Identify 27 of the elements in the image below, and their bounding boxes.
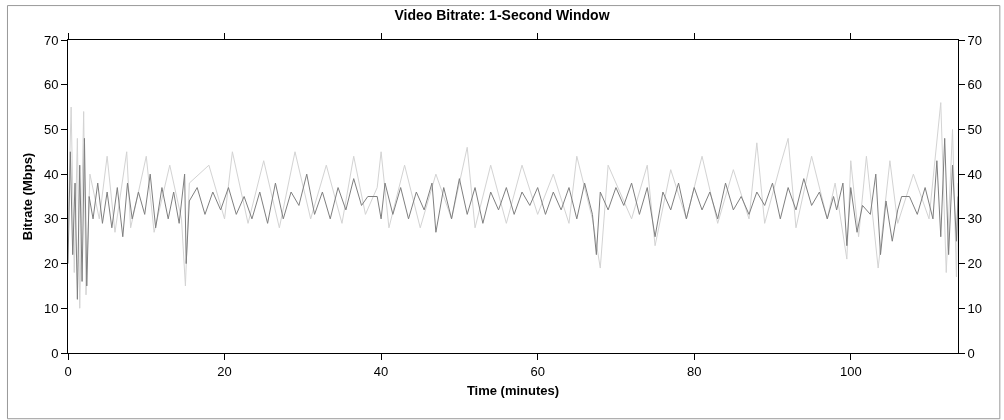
y2-tick-label: 70 xyxy=(967,32,983,48)
y-tick-label: 50 xyxy=(43,121,59,137)
y-tick-label: 30 xyxy=(43,211,59,227)
y-tick-label: 40 xyxy=(43,166,59,182)
line-series xyxy=(68,137,958,300)
y-tick-label: 10 xyxy=(43,300,59,316)
x-tick-label: 20 xyxy=(217,363,232,379)
y-axis-title: Bitrate (Mbps) xyxy=(19,152,35,241)
line-series xyxy=(68,102,958,309)
x-tick-label: 40 xyxy=(373,363,389,379)
y2-tick-label: 20 xyxy=(967,256,983,272)
y-tick-label: 0 xyxy=(51,345,59,361)
y-tick-label: 70 xyxy=(43,32,59,48)
x-tick-label: 60 xyxy=(530,363,545,379)
y2-tick-label: 60 xyxy=(967,77,983,93)
x-tick-label: 100 xyxy=(839,363,862,379)
x-axis-title: Time (minutes) xyxy=(466,383,560,399)
y2-tick-label: 50 xyxy=(967,121,983,137)
y-tick-label: 60 xyxy=(43,77,59,93)
y2-tick-label: 10 xyxy=(967,300,983,316)
y-tick-label: 20 xyxy=(43,256,59,272)
chart-title: Video Bitrate: 1-Second Window xyxy=(394,7,610,24)
y2-tick-label: 0 xyxy=(967,345,975,361)
y2-tick-label: 30 xyxy=(967,211,983,227)
y2-tick-label: 40 xyxy=(967,166,983,182)
x-tick-label: 0 xyxy=(64,363,72,379)
x-tick-label: 80 xyxy=(686,363,702,379)
